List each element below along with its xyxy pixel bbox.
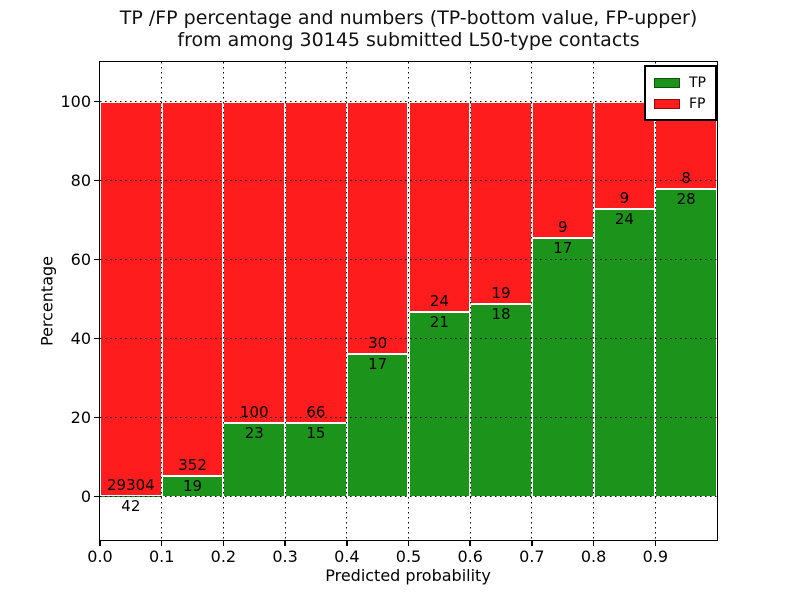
x-tick-label: 0.2 bbox=[210, 547, 237, 566]
x-tick-label: 0.9 bbox=[642, 547, 669, 566]
gridline-horizontal bbox=[100, 180, 717, 181]
x-tick-mark bbox=[160, 540, 163, 546]
fp-bar-segment bbox=[346, 101, 409, 354]
x-tick-label: 0.8 bbox=[580, 547, 607, 566]
tp-count-label: 23 bbox=[244, 423, 264, 442]
fp-count-label: 29304 bbox=[106, 475, 155, 494]
x-tick-label: 0.6 bbox=[457, 547, 483, 566]
tp-bar-segment bbox=[470, 304, 532, 497]
tp-count-label: 19 bbox=[183, 477, 203, 496]
x-tick-mark bbox=[469, 540, 471, 546]
fp-count-label: 19 bbox=[491, 284, 511, 303]
tp-count-label: 28 bbox=[676, 190, 696, 209]
tp-count-label: 17 bbox=[553, 239, 573, 258]
legend-swatch-tp-icon bbox=[654, 77, 680, 88]
x-tick-label: 0.4 bbox=[334, 547, 360, 566]
tp-count-label: 24 bbox=[614, 210, 634, 229]
y-tick-mark bbox=[94, 337, 100, 340]
y-tick-mark bbox=[94, 416, 100, 419]
gridline-horizontal bbox=[100, 338, 717, 340]
y-tick-label: 0 bbox=[80, 486, 91, 506]
tp-bar-segment bbox=[285, 423, 347, 497]
tp-count-label: 18 bbox=[491, 305, 511, 324]
fp-count-label: 9 bbox=[557, 218, 568, 237]
tp-bar-segment bbox=[223, 422, 286, 497]
fp-bar-segment bbox=[100, 101, 162, 496]
fp-count-label: 66 bbox=[306, 403, 326, 422]
y-tick-label: 80 bbox=[70, 170, 91, 190]
gridline-horizontal bbox=[100, 101, 717, 102]
x-tick-mark bbox=[592, 540, 595, 546]
fp-count-label: 24 bbox=[429, 292, 449, 311]
tp-bar-segment bbox=[593, 209, 656, 497]
x-tick-label: 0.1 bbox=[148, 547, 175, 566]
gridline-vertical bbox=[531, 62, 533, 540]
y-tick-mark bbox=[94, 495, 100, 498]
x-tick-label: 0.3 bbox=[272, 547, 298, 566]
fp-count-label: 100 bbox=[239, 402, 269, 421]
tp-count-label: 17 bbox=[368, 354, 388, 373]
tp-count-label: 21 bbox=[429, 313, 449, 332]
gridline-horizontal bbox=[100, 496, 717, 498]
fp-bar-segment bbox=[531, 101, 594, 239]
tp-count-label: 42 bbox=[121, 496, 141, 515]
x-tick-mark bbox=[222, 540, 225, 546]
y-tick-mark bbox=[94, 258, 100, 261]
y-tick-label: 100 bbox=[60, 91, 91, 111]
y-tick-label: 20 bbox=[70, 407, 91, 427]
plot-area: 29304 42 352 19 100 23 66 15 30 17 24 21 19 18 9 17 9 24 8… bbox=[100, 62, 717, 540]
fp-count-label: 9 bbox=[619, 189, 630, 208]
x-tick-mark bbox=[284, 540, 286, 546]
y-tick-mark bbox=[94, 100, 100, 103]
y-tick-label: 60 bbox=[70, 249, 91, 269]
gridline-vertical bbox=[161, 62, 163, 540]
fp-count-label: 30 bbox=[368, 333, 388, 352]
tp-bar-segment bbox=[346, 353, 409, 497]
x-tick-mark bbox=[346, 540, 348, 546]
tp-bar-segment bbox=[655, 189, 717, 497]
y-tick-label: 40 bbox=[70, 328, 91, 348]
tp-count-label: 15 bbox=[306, 424, 326, 443]
chart-title-line2: from among 30145 submitted L50-type cont… bbox=[177, 29, 640, 51]
x-tick-mark bbox=[99, 540, 101, 546]
gridline-horizontal bbox=[100, 259, 717, 261]
fp-bar-segment bbox=[223, 101, 286, 423]
legend: TP FP bbox=[644, 65, 717, 121]
fp-bar-segment bbox=[285, 101, 347, 424]
legend-item-fp: FP bbox=[654, 93, 707, 114]
fp-bar-segment bbox=[161, 101, 224, 477]
gridline-vertical bbox=[593, 62, 595, 540]
fp-count-label: 8 bbox=[681, 169, 691, 188]
legend-label-fp: FP bbox=[689, 95, 706, 112]
fp-count-label: 352 bbox=[178, 456, 207, 475]
gridline-horizontal bbox=[100, 417, 717, 419]
x-tick-label: 0.5 bbox=[395, 547, 422, 566]
x-tick-mark bbox=[407, 540, 410, 546]
x-tick-label: 0.0 bbox=[87, 547, 113, 566]
fp-bar-segment bbox=[470, 101, 532, 305]
chart-title-line1: TP /FP percentage and numbers (TP-bottom… bbox=[119, 7, 698, 29]
tp-bar-segment bbox=[531, 238, 594, 497]
x-tick-label: 0.7 bbox=[519, 547, 545, 566]
x-tick-mark bbox=[531, 540, 533, 546]
gridline-vertical bbox=[346, 62, 348, 540]
x-axis-label: Predicted probability bbox=[325, 566, 491, 585]
fp-bar-segment bbox=[408, 101, 471, 313]
x-tick-mark bbox=[654, 540, 657, 546]
legend-item-tp: TP bbox=[654, 72, 707, 93]
legend-swatch-fp-icon bbox=[654, 98, 680, 109]
gridline-vertical bbox=[654, 62, 656, 540]
gridline-vertical bbox=[469, 62, 471, 540]
gridline-vertical bbox=[222, 62, 224, 540]
y-tick-mark bbox=[94, 179, 100, 182]
gridline-vertical bbox=[408, 62, 409, 540]
gridline-vertical bbox=[284, 62, 286, 540]
legend-label-tp: TP bbox=[689, 74, 706, 91]
tp-bar-segment bbox=[408, 312, 471, 497]
chart-title: TP /FP percentage and numbers (TP-bottom… bbox=[100, 7, 717, 51]
